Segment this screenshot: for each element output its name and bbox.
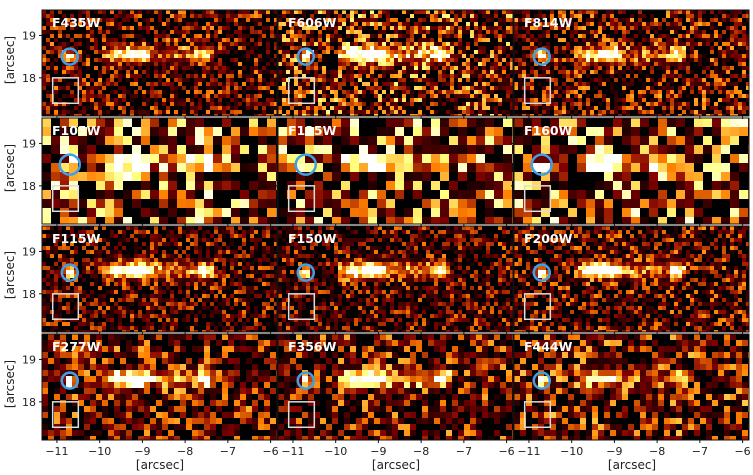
background-box-marker: [523, 77, 552, 105]
background-box-marker: [287, 77, 316, 105]
x-tick-label: −10: [88, 445, 111, 458]
y-tick-label: 19: [22, 353, 36, 366]
filter-label: F277W: [52, 339, 101, 354]
x-tick-label: −6: [262, 445, 278, 458]
x-tick-label: −11: [45, 445, 68, 458]
filter-label: F814W: [524, 15, 573, 30]
y-tick-label: 18: [22, 72, 36, 85]
panel-f814w: F814W: [514, 10, 749, 116]
background-box-marker: [51, 293, 80, 321]
source-circle-marker: [296, 47, 316, 66]
panel-f150w: F150W: [278, 226, 513, 332]
y-tick-label: 18: [22, 288, 36, 301]
y-tick-label: 19: [22, 29, 36, 42]
source-circle-marker: [532, 47, 552, 66]
source-circle-marker: [58, 153, 82, 176]
axes-layer: 19 18 19 18 19 18 −11 −10 −9 −8 −7 −6 19 18 −11 −10 −9 −8…: [22, 9, 751, 458]
filter-label: F200W: [524, 231, 573, 246]
panel-frame: [41, 117, 278, 225]
filter-label: F606W: [288, 15, 337, 30]
x-tick-label: −7: [456, 445, 472, 458]
x-tick-label: −6: [734, 445, 750, 458]
filter-label: F444W: [524, 339, 573, 354]
x-tick-label: −8: [649, 445, 665, 458]
x-tick-label: −7: [220, 445, 236, 458]
filter-label: F115W: [52, 231, 101, 246]
panel-frame: [41, 9, 278, 117]
panel-f125w: F125W: [278, 118, 513, 224]
source-circle-marker: [60, 47, 80, 66]
source-circle-marker: [60, 263, 80, 282]
background-box-marker: [51, 77, 80, 105]
filter-label: F435W: [52, 15, 101, 30]
filter-label: F150W: [288, 231, 337, 246]
filter-label: F160W: [524, 123, 573, 138]
panel-f115w: F115W: [42, 226, 277, 332]
panel-frame: [513, 117, 750, 225]
source-circle-marker: [294, 153, 318, 176]
y-tick-label: 19: [22, 245, 36, 258]
y-axis-title-row-1: [arcsec]: [3, 36, 17, 84]
panel-f200w: F200W: [514, 226, 749, 332]
background-box-marker: [287, 185, 316, 213]
background-box-marker: [287, 293, 316, 321]
panel-f277w: F277W: [42, 334, 277, 440]
panel-frame: [41, 225, 278, 333]
panel-f160w: F160W: [514, 118, 749, 224]
x-tick-label: −11: [281, 445, 304, 458]
background-box-marker: [523, 185, 552, 213]
y-axis-title-row-4: [arcsec]: [3, 360, 17, 408]
x-tick-label: −9: [134, 445, 150, 458]
panel-f606w: F606W: [278, 10, 513, 116]
background-box-marker: [51, 185, 80, 213]
y-tick-label: 18: [22, 396, 36, 409]
panel-frame: [513, 225, 750, 333]
panel-frame: [277, 333, 514, 441]
panel-f105w: F105W: [42, 118, 277, 224]
x-tick-label: −8: [177, 445, 193, 458]
panel-frame: [513, 9, 750, 117]
x-axis-title-col-3: [arcsec]: [608, 458, 656, 472]
x-tick-label: −8: [413, 445, 429, 458]
background-box-marker: [51, 401, 80, 429]
panel-frame: [277, 9, 514, 117]
x-tick-label: −9: [606, 445, 622, 458]
panel-f444w: F444W: [514, 334, 749, 440]
x-tick-label: −10: [560, 445, 583, 458]
source-circle-marker: [296, 263, 316, 282]
x-tick-label: −11: [517, 445, 540, 458]
y-tick-label: 18: [22, 180, 36, 193]
x-axis-title-col-2: [arcsec]: [372, 458, 420, 472]
x-tick-label: −7: [692, 445, 708, 458]
source-circle-marker: [530, 153, 554, 176]
filter-label: F125W: [288, 123, 337, 138]
filter-label: F105W: [52, 123, 101, 138]
background-box-marker: [287, 401, 316, 429]
x-axis-title-col-1: [arcsec]: [136, 458, 184, 472]
panels-layer: F435W F606W F814W F105W F125W F160W F115W F150W…: [42, 10, 749, 440]
source-circle-marker: [532, 371, 552, 390]
y-axis-title-row-2: [arcsec]: [3, 144, 17, 192]
source-circle-marker: [60, 371, 80, 390]
y-tick-label: 19: [22, 137, 36, 150]
panel-f356w: F356W: [278, 334, 513, 440]
source-circle-marker: [532, 263, 552, 282]
panel-frame: [277, 225, 514, 333]
x-tick-label: −10: [324, 445, 347, 458]
x-tick-label: −6: [498, 445, 514, 458]
filter-label: F356W: [288, 339, 337, 354]
panel-frame: [513, 333, 750, 441]
panel-frame: [41, 333, 278, 441]
y-axis-title-row-3: [arcsec]: [3, 251, 17, 299]
x-tick-label: −9: [370, 445, 386, 458]
background-box-marker: [523, 293, 552, 321]
panel-frame: [277, 117, 514, 225]
source-circle-marker: [296, 371, 316, 390]
background-box-marker: [523, 401, 552, 429]
panel-f435w: F435W: [42, 10, 277, 116]
